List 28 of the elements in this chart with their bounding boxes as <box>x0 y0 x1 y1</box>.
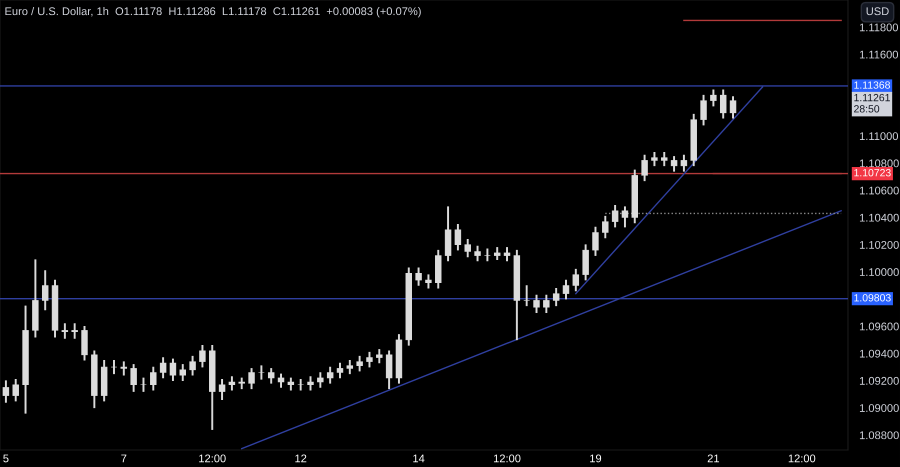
ref-line-label: 1.10723 <box>854 169 891 176</box>
y-tick-label: 1.09200 <box>860 376 899 385</box>
ref-line-label: 1.09803 <box>854 294 891 302</box>
y-tick-label: 1.11000 <box>860 132 898 140</box>
y-tick-label: 1.11800 <box>860 23 898 32</box>
y-tick-label: 1.10600 <box>860 186 899 194</box>
x-tick-label: 5 <box>3 454 9 462</box>
x-tick-label: 21 <box>708 454 720 462</box>
y-tick-label: 1.11600 <box>860 50 898 59</box>
y-tick-label: 1.09400 <box>860 350 899 358</box>
text: Euro / U.S. Dollar, 1h O1.11178 H1.11286 L1.11178 C1.11261 +0.00083 (+0.07%) <box>5 7 421 18</box>
y-tick-label: 1.10800 <box>860 159 899 168</box>
x-tick-label: 12 <box>295 454 306 462</box>
y-tick-label: 1.08800 <box>860 431 899 440</box>
x-tick-label: 19 <box>590 454 602 462</box>
x-tick-label: 14 <box>413 454 424 462</box>
x-tick-label: 12:00 <box>788 454 816 462</box>
x-tick-label: 12:00 <box>199 454 226 462</box>
y-tick-label: 1.09600 <box>860 322 899 330</box>
y-tick-label: 1.10200 <box>860 240 899 249</box>
text: USD <box>866 7 889 16</box>
y-tick-label: 1.10000 <box>860 268 899 276</box>
text: 1.11261 28:50 <box>854 94 890 113</box>
x-tick-label: 12:00 <box>494 454 520 462</box>
ref-line-label: 1.11368 <box>854 81 890 89</box>
y-tick-label: 1.09000 <box>860 404 899 412</box>
y-tick-label: 1.10400 <box>860 214 899 222</box>
x-tick-label: 7 <box>121 454 126 462</box>
